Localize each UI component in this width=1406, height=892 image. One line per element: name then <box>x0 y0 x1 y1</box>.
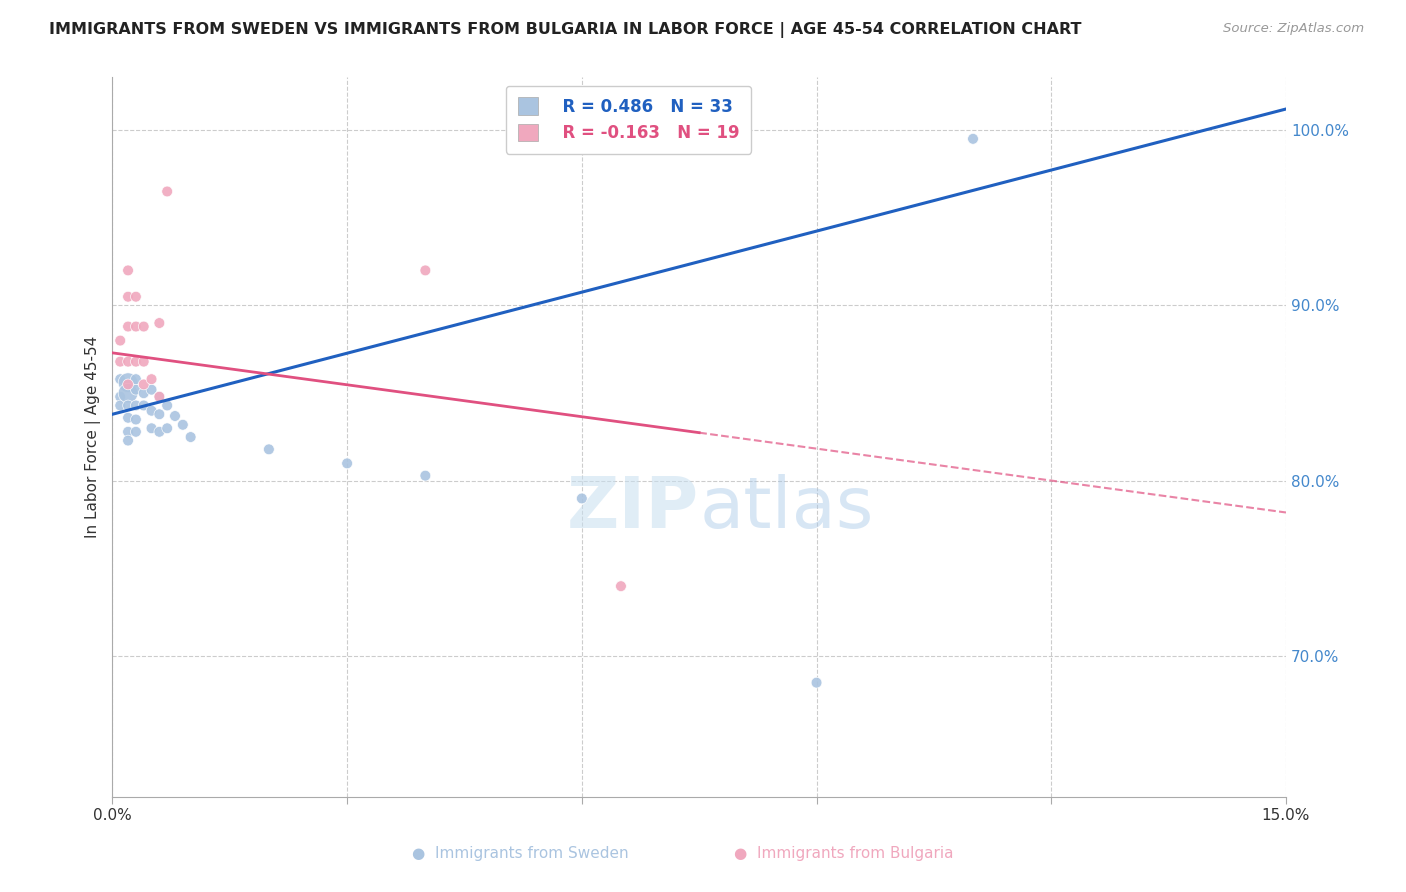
Legend:   R = 0.486   N = 33,   R = -0.163   N = 19: R = 0.486 N = 33, R = -0.163 N = 19 <box>506 86 751 153</box>
Point <box>125 383 148 397</box>
Point <box>125 319 148 334</box>
Point <box>172 417 194 432</box>
Point <box>110 399 132 413</box>
Point <box>156 185 179 199</box>
Text: Source: ZipAtlas.com: Source: ZipAtlas.com <box>1223 22 1364 36</box>
Point <box>257 442 280 457</box>
Text: ●  Immigrants from Bulgaria: ● Immigrants from Bulgaria <box>734 846 953 861</box>
Text: atlas: atlas <box>699 475 873 543</box>
Point <box>125 412 148 426</box>
Point <box>156 421 179 435</box>
Point <box>117 376 139 390</box>
Point <box>117 263 139 277</box>
Point <box>125 354 148 368</box>
Point <box>132 399 155 413</box>
Point <box>336 456 359 470</box>
Point <box>806 675 828 690</box>
Point <box>117 386 139 401</box>
Point <box>117 290 139 304</box>
Point <box>180 430 202 444</box>
Point <box>148 425 170 439</box>
Point <box>141 421 163 435</box>
Point <box>132 319 155 334</box>
Point <box>117 377 139 392</box>
Point <box>110 334 132 348</box>
Point <box>117 399 139 413</box>
Point <box>110 354 132 368</box>
Point <box>110 390 132 404</box>
Point <box>141 403 163 417</box>
Point <box>148 390 170 404</box>
Point <box>125 372 148 386</box>
Point <box>117 354 139 368</box>
Point <box>125 399 148 413</box>
Point <box>117 434 139 448</box>
Text: IMMIGRANTS FROM SWEDEN VS IMMIGRANTS FROM BULGARIA IN LABOR FORCE | AGE 45-54 CO: IMMIGRANTS FROM SWEDEN VS IMMIGRANTS FRO… <box>49 22 1081 38</box>
Point <box>148 316 170 330</box>
Point <box>117 425 139 439</box>
Point <box>415 468 437 483</box>
Point <box>125 290 148 304</box>
Point <box>132 377 155 392</box>
Point <box>125 425 148 439</box>
Text: ZIP: ZIP <box>567 475 699 543</box>
Y-axis label: In Labor Force | Age 45-54: In Labor Force | Age 45-54 <box>86 336 101 538</box>
Point <box>132 354 155 368</box>
Point <box>148 390 170 404</box>
Point <box>110 372 132 386</box>
Point <box>132 386 155 401</box>
Point <box>117 319 139 334</box>
Point <box>156 399 179 413</box>
Point <box>962 132 984 146</box>
Point <box>141 383 163 397</box>
Point <box>141 372 163 386</box>
Point <box>117 410 139 425</box>
Point <box>610 579 633 593</box>
Point <box>163 409 186 423</box>
Point <box>415 263 437 277</box>
Point <box>148 407 170 421</box>
Text: ●  Immigrants from Sweden: ● Immigrants from Sweden <box>412 846 628 861</box>
Point <box>571 491 593 506</box>
